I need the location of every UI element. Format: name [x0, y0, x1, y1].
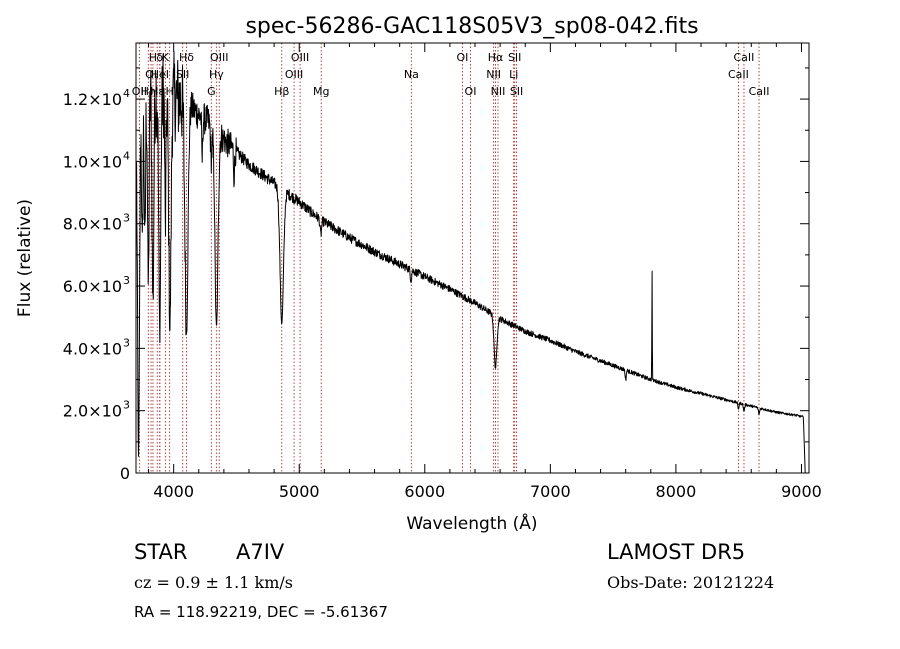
y-tick-exponent-6: 4	[123, 87, 130, 100]
y-tick-exponent-2: 3	[123, 336, 130, 349]
line-label-13: OIII	[210, 51, 228, 64]
chart-title: spec-56286-GAC118S05V3_sp08-042.fits	[245, 14, 698, 39]
y-tick-label-4: 8.0×10	[63, 215, 122, 234]
spectrum-line	[136, 51, 806, 474]
line-label-21: NII	[486, 68, 501, 81]
x-axis: 4000 5000 6000 7000 8000 9000	[148, 43, 822, 501]
line-label-18: Na	[404, 68, 419, 81]
line-label-16: OIII	[291, 51, 309, 64]
line-label-23: NII	[491, 85, 506, 98]
observation-date: Obs-Date: 20121224	[607, 573, 775, 592]
line-label-19: OI	[457, 51, 469, 64]
x-tick-label-4: 8000	[656, 482, 697, 501]
x-tick-label-3: 7000	[530, 482, 571, 501]
line-label-11: G	[207, 85, 216, 98]
line-label-27: CaII	[728, 68, 749, 81]
line-label-25: SII	[508, 51, 521, 64]
line-label-28: CaII	[733, 51, 754, 64]
line-label-8: H	[166, 85, 174, 98]
y-tick-label-3: 6.0×10	[63, 277, 122, 296]
coordinates: RA = 118.92219, DEC = -5.61367	[134, 603, 388, 621]
y-tick-label-1: 2.0×10	[63, 402, 122, 421]
plot-frame	[135, 42, 810, 474]
line-label-3: H	[149, 51, 157, 64]
line-label-24: Li	[509, 68, 518, 81]
y-tick-label-0: 0	[120, 464, 130, 483]
object-subclass: A7IV	[236, 540, 285, 564]
survey-name: LAMOST DR5	[607, 540, 746, 564]
y-tick-label-6: 1.2×10	[63, 90, 122, 109]
y-tick-label-5: 1.0×10	[63, 152, 122, 171]
redshift-velocity: cz = 0.9 ± 1.1 km/s	[134, 573, 293, 592]
y-tick-exponent-5: 4	[123, 149, 130, 162]
line-label-12: Hγ	[209, 68, 224, 81]
line-label-10: Hδ	[179, 51, 194, 64]
line-label-15: OIII	[285, 68, 303, 81]
line-label-17: Mg	[313, 85, 329, 98]
line-label-29: CaII	[749, 85, 770, 98]
spectral-line-labels: OIIHηOIHHεδHeIKHSIIHδGHγOIIIHβOIIIOIIIMg…	[132, 51, 770, 98]
line-label-5: δ	[156, 51, 163, 64]
line-label-4: Hε	[150, 85, 164, 98]
y-tick-label-2: 4.0×10	[63, 339, 122, 358]
x-tick-label-5: 9000	[781, 482, 822, 501]
x-tick-label-2: 6000	[404, 482, 445, 501]
y-tick-exponent-1: 3	[123, 399, 130, 412]
y-tick-exponent-4: 3	[123, 212, 130, 225]
line-label-6: HeI	[151, 68, 169, 81]
x-tick-label-0: 4000	[153, 482, 194, 501]
x-axis-label: Wavelength (Å)	[406, 512, 537, 534]
y-axis: 02.0×10 34.0×10 36.0×10 38.0×10 31.0×10 41.2×…	[63, 67, 809, 483]
x-tick-label-1: 5000	[279, 482, 320, 501]
line-label-26: SII	[510, 85, 523, 98]
line-label-22: Hα	[488, 51, 504, 64]
line-label-20: OI	[465, 85, 477, 98]
spectral-line-markers	[138, 43, 760, 473]
y-axis-label: Flux (relative)	[15, 199, 35, 317]
line-label-1: Hη	[141, 85, 156, 98]
line-label-7: K	[162, 51, 170, 64]
line-label-14: Hβ	[274, 85, 289, 98]
object-class: STAR	[134, 540, 188, 564]
y-tick-exponent-3: 3	[123, 274, 130, 287]
